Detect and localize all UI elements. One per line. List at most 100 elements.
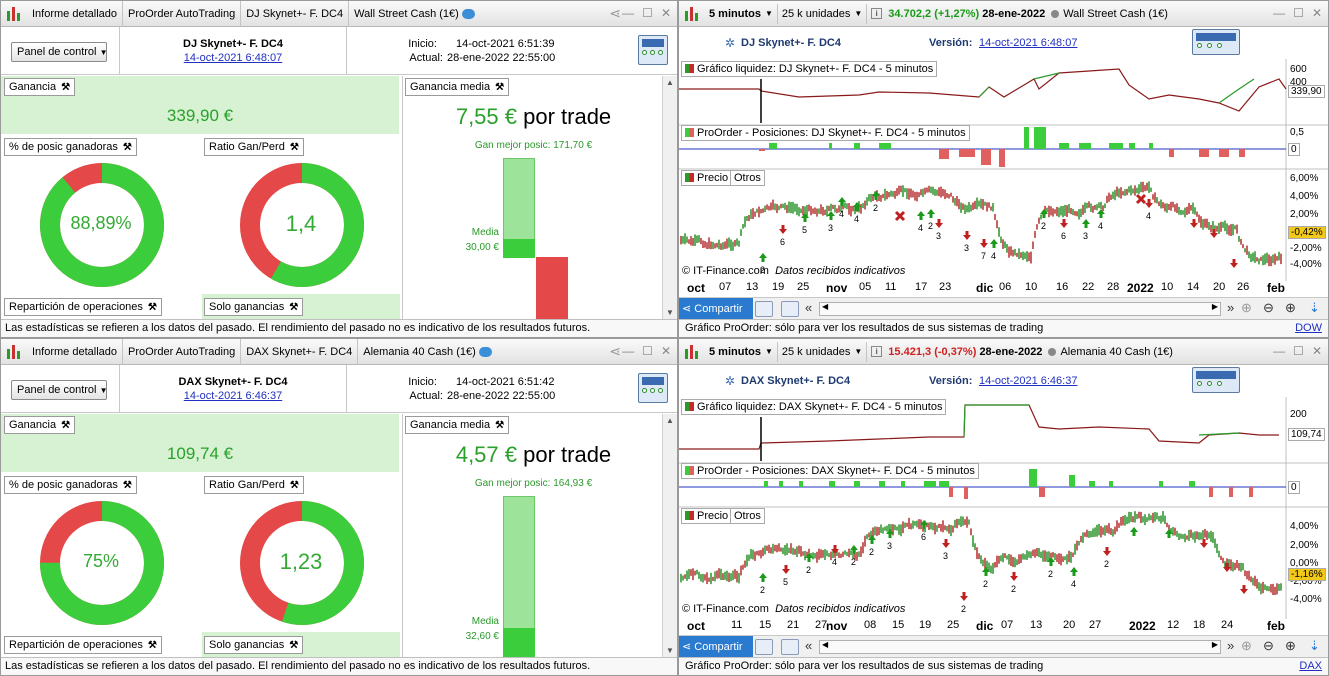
info-icon[interactable]: i — [871, 8, 883, 19]
double-right-icon[interactable]: » — [1227, 300, 1235, 315]
win-rate-donut — [40, 501, 164, 625]
vertical-scrollbar[interactable]: ▲ ▼ — [662, 76, 677, 319]
chart-settings-icon[interactable] — [755, 639, 773, 655]
close-icon[interactable]: ✕ — [1311, 344, 1322, 358]
zoom-out-icon[interactable]: ⊖ — [1263, 300, 1274, 315]
chat-bubble-icon[interactable] — [461, 8, 475, 19]
minimize-icon[interactable]: — — [622, 344, 635, 358]
chat-bubble-icon[interactable] — [478, 346, 492, 357]
scroll-down-icon[interactable]: ⇣ — [1309, 638, 1320, 653]
market-link[interactable]: DAX — [1299, 660, 1322, 672]
settings-gear-icon[interactable]: ✲ — [725, 36, 736, 50]
zoom-in-icon[interactable]: ⊕ — [1285, 300, 1296, 315]
double-left-icon[interactable]: « — [805, 300, 813, 315]
units-dropdown[interactable]: 25 k unidades ▼ — [778, 3, 868, 24]
price-axis-tick: -2,00% — [1290, 243, 1322, 254]
wrench-icon[interactable]: ⚒ — [289, 640, 299, 651]
buy-arrow-icon — [872, 191, 880, 200]
chart-settings-icon[interactable] — [755, 301, 773, 317]
equity-current-tag: 109,74 — [1288, 428, 1325, 441]
units-dropdown[interactable]: 25 k unidades ▼ — [778, 341, 868, 362]
wrench-icon[interactable]: ⚒ — [61, 82, 71, 93]
vertical-scrollbar[interactable]: ▲ ▼ — [662, 414, 677, 657]
report-export-icon[interactable] — [1192, 29, 1240, 55]
wrench-icon[interactable]: ⚒ — [147, 640, 157, 651]
zoom-fit-icon[interactable]: ⊕ — [1241, 300, 1252, 315]
minimize-icon[interactable]: — — [622, 6, 635, 20]
wrench-icon[interactable]: ⚒ — [495, 82, 505, 93]
tab-informe-detallado[interactable]: Informe detallado — [27, 1, 123, 27]
close-icon[interactable]: ✕ — [660, 6, 671, 20]
horizontal-scrollbar[interactable]: ◀ ▶ — [819, 640, 1221, 654]
tab-informe-detallado[interactable]: Informe detallado — [27, 339, 123, 365]
add-indicator-icon[interactable] — [781, 301, 799, 317]
market-link[interactable]: DOW — [1295, 322, 1322, 334]
scroll-down-icon[interactable]: ⇣ — [1309, 300, 1320, 315]
price-panel-label[interactable]: Precio — [681, 170, 733, 186]
report-export-icon[interactable] — [638, 35, 668, 65]
wrench-icon[interactable]: ⚒ — [61, 420, 71, 431]
compartir-button[interactable]: ⋖ Compartir — [679, 636, 753, 658]
panel-de-control-dropdown[interactable]: Panel de control ▼ — [11, 380, 107, 400]
system-date-link[interactable]: 14-oct-2021 6:48:07 — [183, 52, 283, 64]
wrench-icon[interactable]: ⚒ — [147, 302, 157, 313]
wrench-icon[interactable]: ⚒ — [289, 142, 299, 153]
buy-arrow-icon — [1082, 219, 1090, 228]
ratio-value: 1,4 — [285, 211, 317, 236]
double-left-icon[interactable]: « — [805, 638, 813, 653]
otros-panel-label[interactable]: Otros — [730, 508, 765, 524]
buy-arrow-icon — [990, 239, 998, 248]
tab-system[interactable]: DJ Skynet+- F. DC4 — [241, 1, 350, 27]
wrench-icon[interactable]: ⚒ — [289, 480, 299, 491]
zoom-in-icon[interactable]: ⊕ — [1285, 638, 1296, 653]
zoom-fit-icon[interactable]: ⊕ — [1241, 638, 1252, 653]
add-indicator-icon[interactable] — [781, 639, 799, 655]
position-bar — [1034, 127, 1046, 149]
trade-count-label: 2 — [928, 221, 933, 231]
equity-axis-tick: 600 — [1290, 64, 1307, 75]
compartir-button[interactable]: ⋖ Compartir — [679, 298, 753, 320]
settings-gear-icon[interactable]: ✲ — [725, 374, 736, 388]
maximize-icon[interactable]: ☐ — [642, 6, 653, 20]
timeframe-dropdown[interactable]: 5 minutos ▼ — [705, 3, 778, 24]
horizontal-scrollbar[interactable]: ◀ ▶ — [819, 302, 1221, 316]
close-icon[interactable]: ✕ — [660, 344, 671, 358]
minimize-icon[interactable]: — — [1273, 344, 1286, 358]
version-date-link[interactable]: 14-oct-2021 6:48:07 — [979, 37, 1078, 49]
info-icon[interactable]: i — [871, 346, 883, 357]
instrument-name: Wall Street Cash (1€) — [1063, 7, 1168, 20]
wrench-icon[interactable]: ⚒ — [495, 420, 505, 431]
report-export-icon[interactable] — [1192, 367, 1240, 393]
share-icon[interactable]: ⋖ — [609, 343, 621, 359]
position-bar — [969, 149, 975, 157]
zoom-out-icon[interactable]: ⊖ — [1263, 638, 1274, 653]
close-icon[interactable]: ✕ — [1311, 6, 1322, 20]
maximize-icon[interactable]: ☐ — [1293, 6, 1304, 20]
position-bar — [1059, 143, 1069, 149]
minimize-icon[interactable]: — — [1273, 6, 1286, 20]
tab-instrument[interactable]: Wall Street Cash (1€) — [349, 1, 480, 27]
tab-system[interactable]: DAX Skynet+- F. DC4 — [241, 339, 359, 365]
otros-panel-label[interactable]: Otros — [730, 170, 765, 186]
trade-count-label: 3 — [1083, 231, 1088, 241]
maximize-icon[interactable]: ☐ — [642, 344, 653, 358]
wrench-icon[interactable]: ⚒ — [122, 480, 132, 491]
maximize-icon[interactable]: ☐ — [1293, 344, 1304, 358]
tab-proorder-autotrading[interactable]: ProOrder AutoTrading — [123, 1, 242, 27]
position-bar — [981, 149, 991, 165]
share-icon[interactable]: ⋖ — [609, 5, 621, 21]
version-date-link[interactable]: 14-oct-2021 6:46:37 — [979, 375, 1078, 387]
wrench-icon[interactable]: ⚒ — [289, 302, 299, 313]
tab-proorder-autotrading[interactable]: ProOrder AutoTrading — [123, 339, 242, 365]
price-panel-label[interactable]: Precio — [681, 508, 733, 524]
tab-instrument[interactable]: Alemania 40 Cash (1€) — [358, 339, 497, 365]
x-axis-tick: 20 — [1213, 281, 1226, 293]
report-export-icon[interactable] — [638, 373, 668, 403]
double-right-icon[interactable]: » — [1227, 638, 1235, 653]
system-date-link[interactable]: 14-oct-2021 6:46:37 — [183, 390, 283, 402]
panel-de-control-dropdown[interactable]: Panel de control ▼ — [11, 42, 107, 62]
wrench-icon[interactable]: ⚒ — [122, 142, 132, 153]
timeframe-dropdown[interactable]: 5 minutos ▼ — [705, 341, 778, 362]
